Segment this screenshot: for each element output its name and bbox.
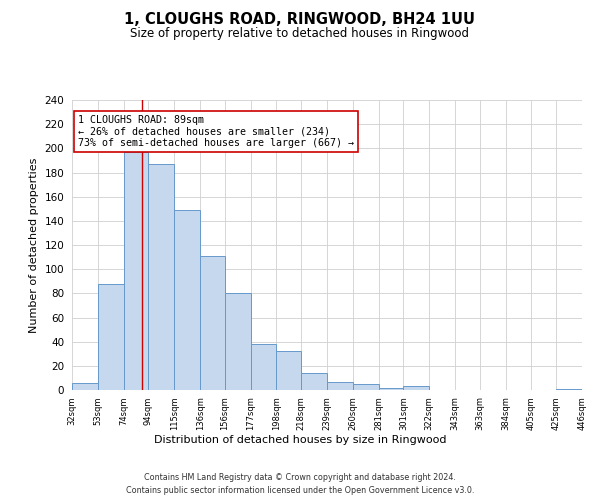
Bar [251, 344, 277, 390]
Bar [353, 384, 379, 390]
Bar [98, 284, 124, 390]
Bar [225, 294, 251, 390]
Bar [200, 256, 225, 390]
Text: Distribution of detached houses by size in Ringwood: Distribution of detached houses by size … [154, 435, 446, 445]
Text: Contains HM Land Registry data © Crown copyright and database right 2024.: Contains HM Land Registry data © Crown c… [144, 472, 456, 482]
Bar [277, 352, 301, 390]
Bar [148, 164, 174, 390]
Text: Contains public sector information licensed under the Open Government Licence v3: Contains public sector information licen… [126, 486, 474, 495]
Bar [556, 389, 582, 390]
Bar [379, 388, 403, 390]
Text: 1, CLOUGHS ROAD, RINGWOOD, BH24 1UU: 1, CLOUGHS ROAD, RINGWOOD, BH24 1UU [125, 12, 476, 28]
Bar [124, 152, 148, 390]
Bar [72, 383, 98, 390]
Bar [403, 386, 429, 390]
Text: Size of property relative to detached houses in Ringwood: Size of property relative to detached ho… [131, 28, 470, 40]
Y-axis label: Number of detached properties: Number of detached properties [29, 158, 39, 332]
Bar [301, 373, 327, 390]
Text: 1 CLOUGHS ROAD: 89sqm
← 26% of detached houses are smaller (234)
73% of semi-det: 1 CLOUGHS ROAD: 89sqm ← 26% of detached … [78, 114, 354, 148]
Bar [327, 382, 353, 390]
Bar [174, 210, 200, 390]
